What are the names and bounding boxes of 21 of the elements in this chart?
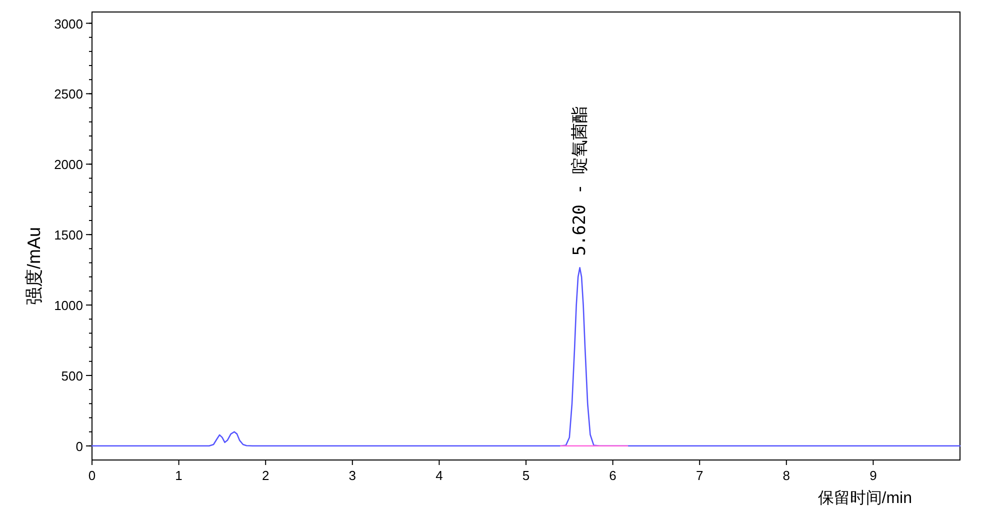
- x-tick-label: 5: [522, 468, 530, 483]
- x-tick-label: 6: [609, 468, 616, 483]
- y-tick-label: 2500: [54, 86, 83, 102]
- line-series: [91, 267, 961, 447]
- y-tick-label: 1000: [54, 298, 83, 314]
- x-tick-label: 8: [782, 468, 790, 483]
- y-tick-label: 3000: [54, 16, 83, 32]
- y-tick-label: 1500: [54, 228, 83, 243]
- x-tick-label: 0: [88, 468, 96, 483]
- x-tick-label: 4: [436, 468, 443, 483]
- x-tick-label: 2: [262, 468, 270, 483]
- x-tick-label: 9: [870, 468, 877, 483]
- x-tick-label: 7: [696, 468, 704, 483]
- y-axis-title: 强度/mAu: [24, 226, 44, 306]
- x-tick-label: 3: [348, 468, 356, 483]
- y-tick-label: 500: [61, 368, 83, 384]
- y-tick-label: 2000: [54, 157, 83, 172]
- annotation: 5.620 - 啶氧菌酯: [570, 106, 590, 256]
- y-tick-label: 0: [76, 438, 83, 454]
- x-tick-label: 1: [175, 468, 182, 483]
- x-axis-title: 保留时间/min: [818, 489, 912, 507]
